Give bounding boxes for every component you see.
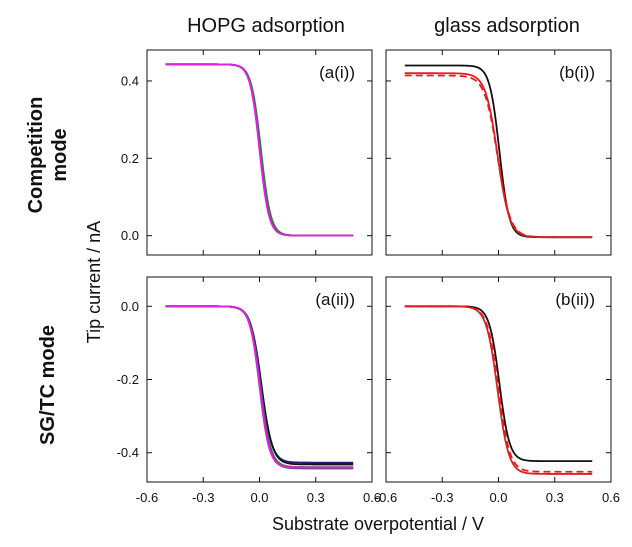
x-tick-label: -0.3 (192, 490, 214, 505)
y-tick-label: 0.2 (121, 151, 139, 166)
x-tick-label: 0.6 (602, 490, 620, 505)
x-tick-label: -0.3 (431, 490, 453, 505)
y-tick-label: 0.0 (121, 299, 139, 314)
series-line-0 (404, 305, 593, 463)
x-tick-label: 0.0 (489, 490, 507, 505)
panel-tag: (a(i)) (319, 63, 355, 82)
panel-0: 0.0 0.2 0.4 (a(i)) (121, 49, 373, 256)
panel-2: -0.6 -0.3 0.0 0.3 0.6 -0.4 -0.2 0.0 (a(ii)) (117, 276, 381, 505)
x-tick-label: -0.6 (136, 490, 158, 505)
panel-tag: (a(ii)) (315, 290, 355, 309)
y-tick-label: -0.4 (117, 445, 139, 460)
column-title-hopg: HOPG adsorption (187, 15, 345, 37)
column-title-glass: glass adsorption (434, 15, 580, 37)
series-line-4 (165, 305, 354, 469)
row-title-competition-line2: mode (49, 128, 71, 181)
y-axis-title-group: Tip current / nA (84, 221, 104, 343)
x-axis-title: Substrate overpotential / V (272, 514, 484, 534)
series-line-1 (404, 72, 593, 239)
x-tick-label: 0.0 (250, 490, 268, 505)
row-title-sgtc-line1: SG/TC mode (37, 325, 59, 445)
y-axis-title: Tip current / nA (84, 221, 104, 343)
x-tick-label: -0.6 (375, 490, 397, 505)
row-title-competition: Competition mode (25, 97, 71, 214)
row-title-sgtc: SG/TC mode (37, 325, 59, 445)
y-tick-label: -0.2 (117, 372, 139, 387)
series-line-1 (404, 305, 593, 475)
series-line-2 (404, 305, 593, 473)
x-tick-label: 0.3 (307, 490, 325, 505)
y-tick-label: 0.0 (121, 228, 139, 243)
series-line-2 (404, 74, 593, 239)
x-tick-label: 0.3 (546, 490, 564, 505)
x-tick-label: 0.6 (363, 490, 381, 505)
y-tick-label: 0.4 (121, 73, 139, 88)
series-line-3 (165, 63, 354, 237)
series-line-0 (404, 64, 593, 239)
panel-1: (b(i)) (385, 49, 612, 256)
panel-tag: (b(i)) (559, 63, 595, 82)
panel-3: -0.6 -0.3 0.0 0.3 0.6 (b(ii)) (375, 276, 620, 505)
row-title-competition-line1: Competition (25, 97, 47, 214)
panel-tag: (b(ii)) (555, 290, 595, 309)
